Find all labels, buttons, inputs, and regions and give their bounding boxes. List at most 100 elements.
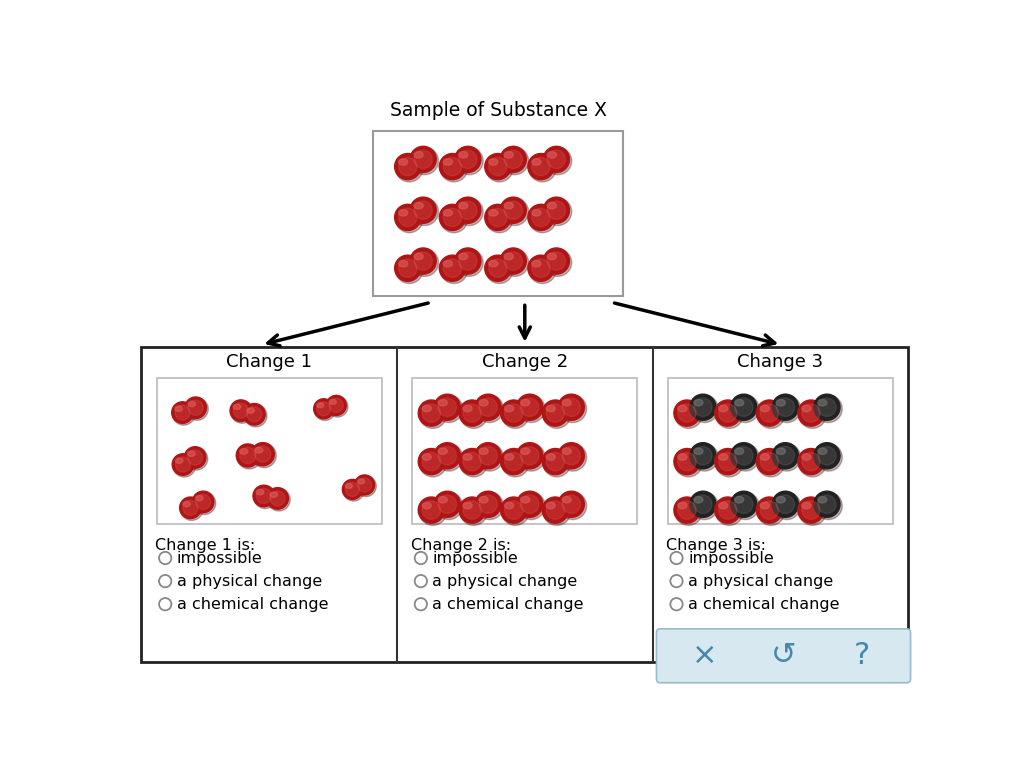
Ellipse shape (544, 147, 571, 174)
Ellipse shape (434, 394, 461, 420)
Circle shape (415, 598, 427, 611)
Ellipse shape (520, 495, 539, 514)
Ellipse shape (505, 501, 523, 519)
Circle shape (671, 598, 683, 611)
Ellipse shape (674, 400, 700, 426)
Ellipse shape (418, 449, 444, 475)
Ellipse shape (558, 492, 585, 518)
Ellipse shape (237, 444, 259, 467)
Ellipse shape (475, 492, 501, 518)
Ellipse shape (559, 395, 587, 422)
Ellipse shape (484, 204, 511, 230)
Ellipse shape (459, 449, 485, 475)
Ellipse shape (694, 398, 712, 416)
Ellipse shape (460, 401, 487, 429)
Ellipse shape (715, 400, 741, 426)
Ellipse shape (488, 210, 498, 216)
Ellipse shape (674, 497, 700, 523)
Ellipse shape (414, 252, 432, 270)
Ellipse shape (185, 448, 208, 470)
Ellipse shape (270, 491, 285, 506)
Ellipse shape (501, 147, 528, 174)
Ellipse shape (394, 154, 421, 180)
Ellipse shape (422, 502, 431, 508)
Ellipse shape (760, 406, 769, 412)
Ellipse shape (184, 447, 206, 468)
Ellipse shape (715, 497, 741, 523)
Ellipse shape (459, 253, 468, 260)
Ellipse shape (719, 406, 728, 412)
Ellipse shape (558, 394, 585, 420)
Ellipse shape (501, 400, 526, 426)
Ellipse shape (719, 404, 737, 422)
Circle shape (671, 552, 683, 564)
Ellipse shape (395, 256, 423, 283)
Ellipse shape (459, 252, 477, 270)
Ellipse shape (183, 500, 198, 515)
Ellipse shape (520, 448, 529, 455)
Ellipse shape (543, 401, 570, 429)
Ellipse shape (802, 406, 811, 412)
Ellipse shape (814, 442, 840, 468)
Ellipse shape (562, 448, 571, 455)
Text: Sample of Substance X: Sample of Substance X (390, 101, 607, 120)
Ellipse shape (520, 399, 529, 406)
Circle shape (159, 552, 171, 564)
Text: ↺: ↺ (771, 641, 797, 670)
Ellipse shape (479, 496, 488, 503)
Ellipse shape (438, 496, 447, 503)
Ellipse shape (543, 498, 570, 525)
Ellipse shape (398, 259, 417, 277)
Ellipse shape (731, 444, 759, 471)
Ellipse shape (694, 447, 712, 465)
Ellipse shape (675, 401, 702, 429)
FancyBboxPatch shape (413, 378, 637, 524)
Ellipse shape (691, 395, 718, 422)
Ellipse shape (719, 454, 728, 460)
Ellipse shape (517, 394, 543, 420)
Ellipse shape (314, 399, 336, 421)
Ellipse shape (418, 400, 444, 426)
Ellipse shape (172, 402, 196, 425)
Ellipse shape (719, 452, 737, 471)
Text: Change 1: Change 1 (226, 353, 312, 372)
Ellipse shape (517, 492, 543, 518)
Text: impossible: impossible (177, 551, 262, 565)
FancyBboxPatch shape (668, 378, 893, 524)
Text: a chemical change: a chemical change (688, 597, 840, 611)
Ellipse shape (440, 205, 468, 233)
Ellipse shape (410, 248, 436, 274)
Ellipse shape (463, 502, 472, 508)
Ellipse shape (757, 497, 782, 523)
Ellipse shape (240, 449, 248, 455)
Ellipse shape (690, 492, 716, 518)
Ellipse shape (484, 255, 511, 281)
Ellipse shape (460, 449, 487, 477)
Ellipse shape (479, 448, 488, 455)
Ellipse shape (456, 198, 483, 226)
Ellipse shape (244, 403, 265, 425)
Ellipse shape (484, 154, 511, 180)
Ellipse shape (410, 147, 436, 173)
Ellipse shape (757, 449, 782, 475)
Ellipse shape (504, 253, 513, 260)
Text: Change 1 is:: Change 1 is: (156, 538, 255, 553)
Ellipse shape (327, 396, 348, 417)
Ellipse shape (799, 401, 826, 429)
Ellipse shape (520, 398, 539, 416)
Text: ×: × (692, 641, 718, 670)
Ellipse shape (316, 402, 331, 415)
Ellipse shape (330, 399, 343, 412)
Text: Change 2: Change 2 (481, 353, 568, 372)
Text: Change 2 is:: Change 2 is: (411, 538, 511, 553)
Ellipse shape (773, 444, 801, 471)
Ellipse shape (531, 208, 550, 227)
Ellipse shape (434, 492, 461, 518)
Ellipse shape (463, 501, 481, 519)
Ellipse shape (253, 485, 274, 507)
Ellipse shape (734, 398, 753, 416)
Ellipse shape (547, 201, 565, 220)
Circle shape (159, 575, 171, 588)
Ellipse shape (485, 256, 513, 283)
Ellipse shape (818, 496, 827, 503)
